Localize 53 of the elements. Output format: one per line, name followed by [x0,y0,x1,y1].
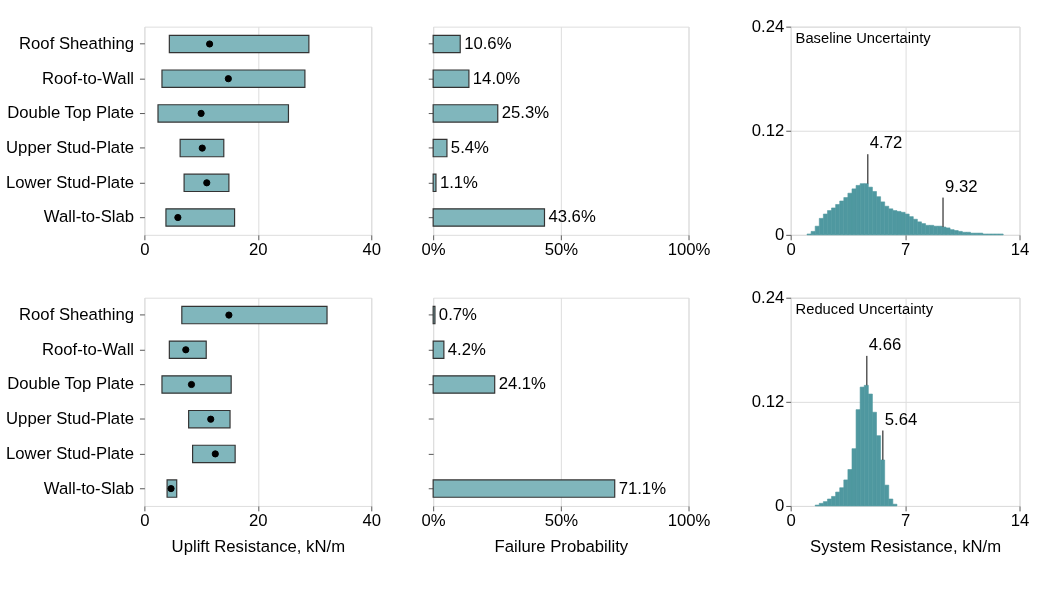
data-label: 5.4% [450,138,490,158]
x-tick-label: 0% [421,511,446,531]
y-tick-label: Roof-to-Wall [41,68,135,88]
x-axis-title: Uplift Resistance, kN/m [171,536,346,556]
data-label: 14.0% [472,68,521,88]
data-label: 1.1% [439,172,479,192]
y-tick-label: Roof-to-Wall [41,339,135,359]
x-tick-label: 14 [1010,240,1030,259]
y-tick-label: 0.24 [751,17,785,37]
x-tick-label: 7 [900,511,911,531]
x-tick-label: 50% [544,511,579,531]
annotation: 4.66 [868,334,902,354]
x-tick-label: 20 [249,240,268,259]
y-tick-label: Double Top Plate [7,374,135,394]
y-tick-label: 0.24 [751,288,785,308]
data-label: 0.7% [438,304,478,324]
data-label: 4.2% [447,339,487,359]
y-tick-label: Lower Stud-Plate [6,443,135,463]
x-tick-label: 0% [421,240,446,259]
x-axis-title: Failure Probability [494,536,629,556]
y-tick-label: Lower Stud-Plate [6,172,135,192]
x-tick-label: 0 [140,511,150,531]
annotation: Baseline Uncertainty [795,30,932,47]
annotation: Reduced Uncertainty [795,301,934,318]
data-label: 24.1% [498,374,547,394]
x-tick-label: 14 [1010,511,1030,531]
x-tick-label: 100% [667,511,711,531]
y-tick-label: Upper Stud-Plate [6,138,135,158]
x-tick-label: 0 [140,240,150,259]
y-tick-label: Roof Sheathing [19,304,135,324]
x-tick-label: 100% [667,240,711,259]
x-tick-label: 50% [544,240,579,259]
y-tick-label: Upper Stud-Plate [6,409,135,429]
y-tick-label: Double Top Plate [7,103,135,123]
x-tick-label: 40 [362,511,382,531]
y-tick-label: 0 [775,496,785,516]
y-tick-label: 0.12 [751,392,785,412]
y-tick-label: Wall-to-Slab [43,478,135,498]
x-axis-title: System Resistance, kN/m [810,536,1002,556]
x-tick-label: 40 [362,240,382,259]
annotation: 4.72 [869,133,903,153]
y-tick-label: Roof Sheathing [19,33,135,53]
annotation: 9.32 [945,176,978,196]
data-label: 10.6% [464,33,512,53]
y-tick-label: 0.12 [751,121,785,141]
data-label: 43.6% [548,207,596,227]
x-tick-label: 7 [900,240,911,259]
x-tick-label: 20 [249,511,268,531]
data-label: 25.3% [501,103,550,123]
y-tick-label: Wall-to-Slab [43,207,135,227]
y-tick-label: 0 [775,225,785,245]
annotation: 5.64 [884,409,918,429]
data-label: 71.1% [618,478,667,498]
